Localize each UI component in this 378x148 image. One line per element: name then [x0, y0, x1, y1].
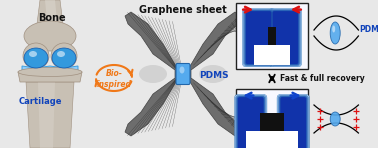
FancyBboxPatch shape: [237, 96, 265, 148]
Ellipse shape: [28, 48, 38, 56]
Ellipse shape: [24, 48, 48, 68]
Bar: [236, 89, 308, 148]
Ellipse shape: [29, 51, 37, 57]
Bar: [246, 131, 298, 148]
FancyBboxPatch shape: [243, 8, 275, 67]
Text: Cartilage: Cartilage: [18, 98, 62, 107]
FancyBboxPatch shape: [245, 10, 273, 65]
FancyBboxPatch shape: [238, 97, 264, 148]
FancyBboxPatch shape: [243, 9, 274, 66]
FancyBboxPatch shape: [278, 95, 308, 148]
Polygon shape: [26, 82, 74, 148]
Bar: [260, 113, 284, 131]
Polygon shape: [45, 0, 58, 32]
Polygon shape: [18, 72, 82, 82]
Ellipse shape: [332, 25, 335, 33]
Ellipse shape: [57, 51, 65, 57]
Ellipse shape: [24, 21, 76, 51]
Text: Bio-
inspired: Bio- inspired: [96, 69, 132, 89]
FancyBboxPatch shape: [246, 11, 272, 64]
Text: Fast & full recovery: Fast & full recovery: [280, 74, 365, 83]
Polygon shape: [125, 12, 177, 136]
FancyBboxPatch shape: [235, 95, 267, 148]
FancyBboxPatch shape: [235, 95, 266, 148]
FancyBboxPatch shape: [272, 11, 299, 64]
FancyBboxPatch shape: [176, 63, 190, 85]
Ellipse shape: [51, 43, 77, 69]
Ellipse shape: [52, 48, 76, 68]
Text: Bone: Bone: [38, 13, 66, 23]
Ellipse shape: [180, 66, 184, 74]
FancyBboxPatch shape: [269, 8, 302, 67]
FancyBboxPatch shape: [279, 96, 307, 148]
FancyBboxPatch shape: [277, 95, 310, 148]
Ellipse shape: [330, 112, 340, 126]
FancyBboxPatch shape: [271, 10, 299, 65]
FancyBboxPatch shape: [280, 97, 307, 148]
Text: Graphene sheet: Graphene sheet: [139, 5, 227, 15]
Ellipse shape: [199, 65, 227, 83]
Ellipse shape: [23, 43, 49, 69]
Polygon shape: [38, 82, 55, 148]
Polygon shape: [189, 12, 241, 136]
Bar: [254, 45, 290, 65]
Text: PDMS: PDMS: [359, 25, 378, 33]
Ellipse shape: [330, 22, 340, 44]
Ellipse shape: [139, 65, 167, 83]
Polygon shape: [22, 66, 78, 73]
Ellipse shape: [18, 67, 82, 77]
Ellipse shape: [56, 48, 66, 56]
FancyBboxPatch shape: [270, 9, 301, 66]
Bar: [236, 3, 308, 69]
Text: PDMS: PDMS: [199, 71, 229, 81]
Polygon shape: [36, 0, 64, 32]
Bar: [268, 27, 276, 45]
